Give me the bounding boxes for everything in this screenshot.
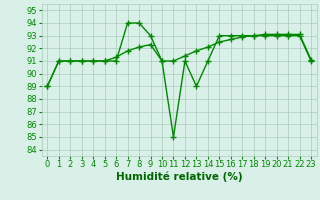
X-axis label: Humidité relative (%): Humidité relative (%) [116,172,243,182]
